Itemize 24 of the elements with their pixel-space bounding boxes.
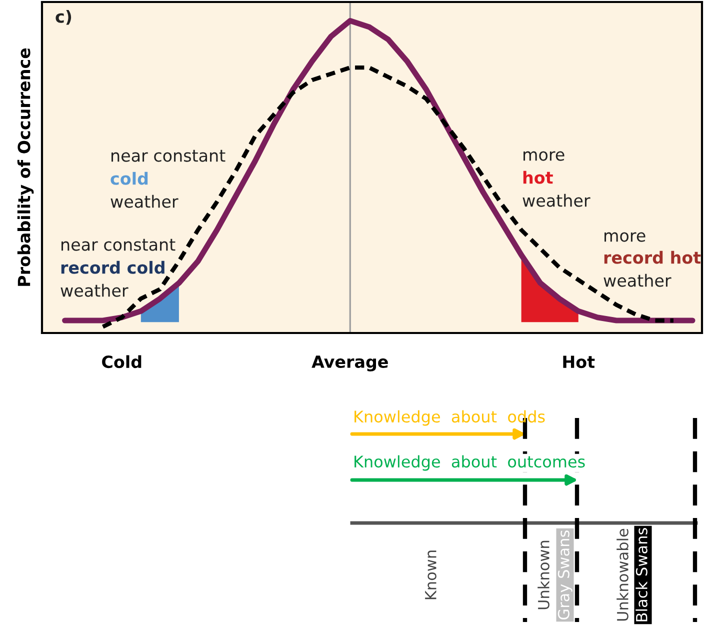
annotation: weather [60,284,128,297]
annotation: weather [604,274,672,287]
annotation: record hot [604,250,701,264]
annotation: c) [56,10,72,25]
text: Knowledge about odds [354,410,545,426]
annotation: weather [522,194,590,207]
text: Gray Swans [558,530,572,620]
annotation: near constant [112,150,226,162]
x-tick-label: Cold [102,355,142,368]
annotation: weather [110,194,178,208]
text: Knowledge about outcomes [354,455,585,471]
text: Black Swans [636,528,648,622]
annotation: more [524,151,564,161]
annotation: hot [523,170,553,184]
x-tick-label: Hot [563,356,595,368]
text: Unknowable [616,528,628,621]
x-tick-label: Average [312,356,388,372]
annotation: more [604,232,646,242]
text: Known [425,550,436,600]
annotation: cold [110,172,148,185]
text: Unknown [538,540,550,610]
y-axis-title: Probability of Occurrence [17,48,34,286]
annotation: record cold [61,260,164,274]
annotation: near constant [62,238,176,251]
